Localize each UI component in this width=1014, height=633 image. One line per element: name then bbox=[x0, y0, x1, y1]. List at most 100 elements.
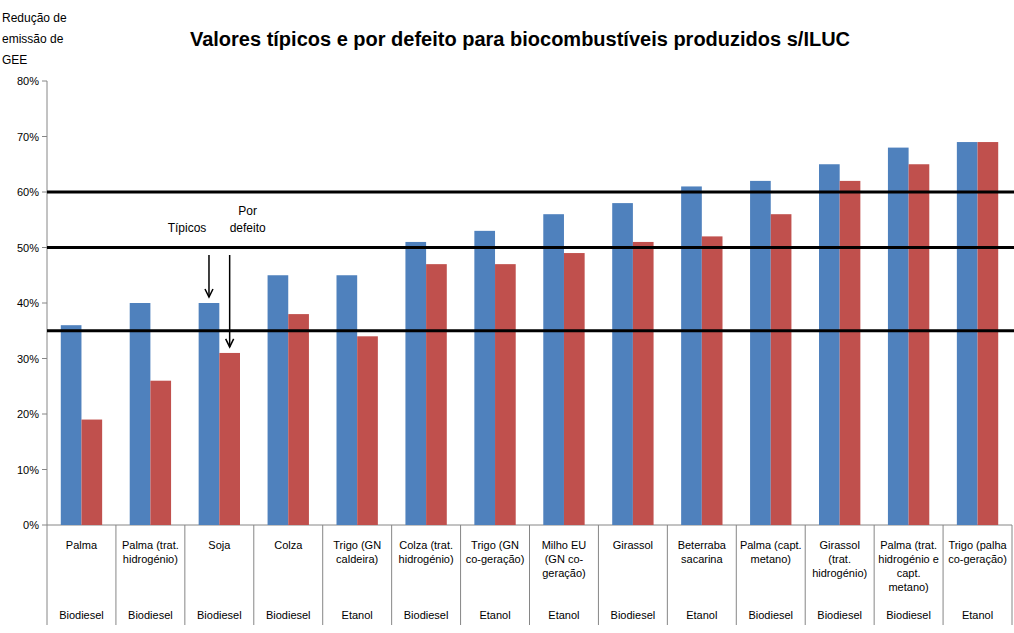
category-separator bbox=[598, 525, 599, 625]
fuel-type-label: Etanol bbox=[342, 609, 373, 621]
x-tick-label: Trigo (palhaco-geração) bbox=[948, 539, 1007, 565]
bar bbox=[612, 203, 633, 525]
x-tick-label: Palma (trat.hidrogénio ecapt.metano) bbox=[878, 539, 939, 593]
y-tick-label: 30% bbox=[17, 353, 39, 365]
category-separator bbox=[47, 525, 48, 625]
y-tick-label: 70% bbox=[17, 131, 39, 143]
y-tick-label: 0% bbox=[23, 519, 39, 531]
bar bbox=[750, 181, 771, 525]
fuel-type-label: Biodiesel bbox=[59, 609, 104, 621]
x-tick-label: Colza bbox=[274, 539, 303, 551]
bar bbox=[495, 264, 516, 525]
bar bbox=[978, 142, 999, 525]
y-axis-label: Redução deemissão deGEE bbox=[2, 11, 67, 67]
annotation-arrowhead bbox=[205, 289, 213, 297]
annotation-arrow bbox=[208, 255, 210, 297]
y-tick-label: 10% bbox=[17, 464, 39, 476]
category-separator bbox=[529, 525, 530, 625]
y-tick bbox=[42, 303, 47, 304]
bar bbox=[909, 164, 930, 525]
bar bbox=[702, 236, 723, 525]
fuel-type-label: Biodiesel bbox=[404, 609, 449, 621]
x-tick-label: Palma bbox=[66, 539, 98, 551]
title: Valores típicos e por defeito para bioco… bbox=[190, 28, 850, 50]
fuel-type-label: Biodiesel bbox=[266, 609, 311, 621]
x-tick-label: Girassol(trat.hidrogénio) bbox=[812, 539, 867, 579]
category-separator bbox=[874, 525, 875, 625]
bar bbox=[61, 325, 82, 525]
x-tick-label: Trigo (GNco-geração) bbox=[466, 539, 525, 565]
bar bbox=[681, 186, 702, 525]
y-tick bbox=[42, 192, 47, 193]
y-tick bbox=[42, 81, 47, 82]
bar bbox=[81, 420, 102, 525]
bars bbox=[61, 142, 998, 525]
fuel-type-label: Biodiesel bbox=[197, 609, 242, 621]
bar bbox=[150, 381, 171, 525]
reference-line bbox=[47, 246, 1014, 249]
category-separator bbox=[184, 525, 185, 625]
bar bbox=[288, 314, 309, 525]
x-tick-label: Girassol bbox=[613, 539, 653, 551]
category-separator bbox=[1012, 525, 1013, 625]
category-separator bbox=[805, 525, 806, 625]
y-tick-label: 60% bbox=[17, 186, 39, 198]
bar bbox=[426, 264, 447, 525]
bar bbox=[564, 253, 585, 525]
series-annotation: Pordefeito bbox=[230, 204, 266, 235]
category-separator bbox=[391, 525, 392, 625]
category-separator bbox=[253, 525, 254, 625]
y-tick bbox=[42, 414, 47, 415]
chart: Valores típicos e por defeito para bioco… bbox=[0, 0, 1014, 633]
fuel-type-label: Etanol bbox=[686, 609, 717, 621]
y-tick-label: 50% bbox=[17, 242, 39, 254]
category-separator bbox=[322, 525, 323, 625]
category-separator bbox=[736, 525, 737, 625]
y-tick bbox=[42, 247, 47, 248]
category-separator bbox=[115, 525, 116, 625]
x-tick-label: Colza (trat.hidrogénio) bbox=[399, 539, 454, 565]
bar bbox=[543, 214, 564, 525]
bar bbox=[819, 164, 840, 525]
bar bbox=[771, 214, 792, 525]
category-separator bbox=[667, 525, 668, 625]
x-tick-label: Palma (capt.metano) bbox=[740, 539, 802, 565]
category-separator bbox=[943, 525, 944, 625]
bar bbox=[888, 148, 909, 525]
y-tick bbox=[42, 136, 47, 137]
bar bbox=[219, 353, 240, 525]
bar bbox=[957, 142, 978, 525]
bar bbox=[840, 181, 861, 525]
annotation-arrowhead bbox=[226, 339, 234, 347]
annotation-arrow bbox=[229, 255, 231, 347]
y-tick bbox=[42, 469, 47, 470]
fuel-type-label: Etanol bbox=[479, 609, 510, 621]
x-tick-label: Milho EU(GN co-geração) bbox=[542, 539, 587, 579]
y-tick-label: 80% bbox=[17, 75, 39, 87]
fuel-type-label: Biodiesel bbox=[128, 609, 173, 621]
background bbox=[0, 0, 1014, 633]
bar bbox=[474, 231, 495, 525]
x-tick-label: Trigo (GNcaldeira) bbox=[333, 539, 381, 565]
reference-line bbox=[47, 329, 1014, 332]
y-tick-label: 40% bbox=[17, 297, 39, 309]
bar bbox=[357, 336, 378, 525]
series-annotation: Típicos bbox=[168, 221, 207, 235]
fuel-type-label: Etanol bbox=[962, 609, 993, 621]
x-tick-label: Palma (trat.hidrogénio) bbox=[122, 539, 179, 565]
reference-line bbox=[47, 191, 1014, 194]
y-tick-label: 20% bbox=[17, 408, 39, 420]
x-tick-label: Soja bbox=[208, 539, 231, 551]
fuel-type-label: Biodiesel bbox=[817, 609, 862, 621]
bar bbox=[130, 303, 151, 525]
bar bbox=[199, 303, 220, 525]
bar bbox=[633, 242, 654, 525]
fuel-type-label: Biodiesel bbox=[611, 609, 656, 621]
category-separator bbox=[460, 525, 461, 625]
x-tick-label: Beterrabasacarina bbox=[678, 539, 727, 565]
y-tick bbox=[42, 358, 47, 359]
fuel-type-label: Biodiesel bbox=[886, 609, 931, 621]
bar bbox=[268, 275, 289, 525]
bar bbox=[337, 275, 358, 525]
fuel-type-label: Biodiesel bbox=[748, 609, 793, 621]
